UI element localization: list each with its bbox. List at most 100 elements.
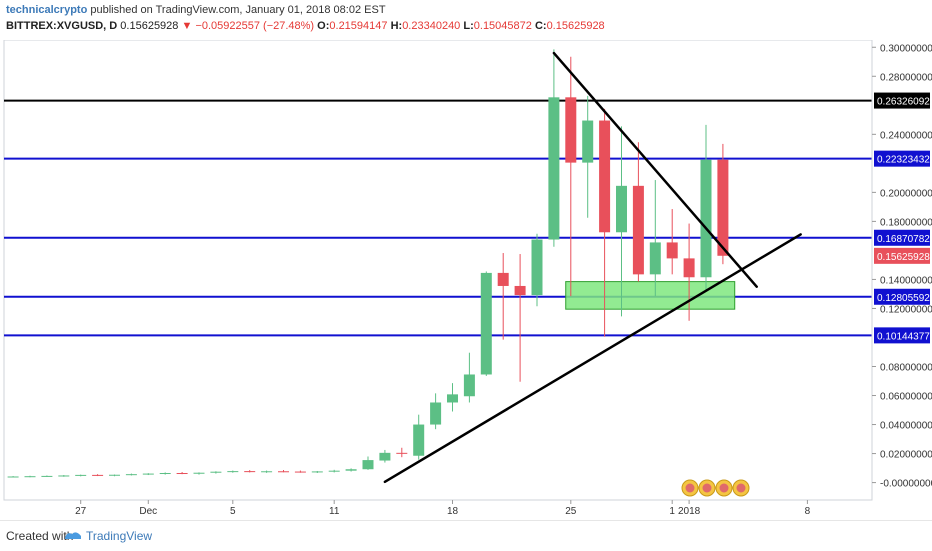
level-price-label: 0.10144377	[877, 331, 930, 342]
y-tick-label: 0.08000000	[880, 362, 932, 373]
close-value: 0.15625928	[546, 20, 605, 32]
candle-body	[193, 472, 205, 474]
candle-body	[531, 239, 543, 296]
candle-body	[582, 120, 594, 163]
flag-icon	[685, 483, 695, 493]
symbol-label: BITTREX:XVGUSD, D	[6, 20, 118, 32]
current-price: 0.15625928	[120, 20, 179, 32]
level-price-label: 0.22323432	[877, 155, 930, 166]
candle-body	[278, 471, 289, 473]
y-tick-label: 0.04000000	[880, 421, 932, 432]
y-tick-label: 0.02000000	[880, 450, 932, 461]
x-tick-label: 8	[805, 506, 811, 517]
candle-body	[142, 473, 154, 475]
level-price-label: 0.12805592	[877, 293, 930, 304]
x-tick-label: Dec	[139, 506, 157, 517]
candle-body	[58, 475, 70, 477]
x-tick-label: 1	[669, 506, 675, 517]
last-price-label: 0.15625928	[877, 252, 930, 263]
price-change: −0.05922557 (−27.48%)	[195, 20, 315, 32]
y-tick-label: 0.18000000	[880, 217, 932, 228]
trendlines	[383, 51, 802, 484]
candle-body	[75, 474, 87, 476]
y-axis: 0.30000000 0.28000000 0.24000000 0.20000000…	[871, 40, 932, 500]
chart-area[interactable]: 0.26326092 0.22323432 0.16870782 0.12805592…	[0, 39, 932, 520]
x-tick-label: 18	[447, 506, 459, 517]
candle-body	[480, 272, 492, 375]
published-info: published on TradingView.com, January 01…	[90, 4, 386, 16]
candle-body	[125, 474, 137, 476]
y-tick-label: 0.30000000	[880, 43, 932, 54]
y-tick-label: -0.00000000	[880, 479, 932, 490]
level-price-badge	[874, 92, 930, 109]
price-chart[interactable]: 0.26326092 0.22323432 0.16870782 0.12805592…	[0, 39, 932, 520]
event-badges[interactable]	[681, 479, 750, 497]
candle-body	[311, 471, 323, 473]
level-price-badge	[874, 327, 930, 344]
candle-body	[109, 474, 120, 476]
candle-body	[159, 473, 171, 475]
candle-body	[649, 242, 661, 275]
flag-icon	[736, 483, 746, 493]
candle-body	[362, 460, 374, 470]
high-label: H:	[390, 20, 403, 32]
candle-body	[244, 471, 256, 473]
candle-body	[345, 469, 357, 471]
support-zone	[565, 281, 736, 310]
candle-body	[227, 471, 239, 473]
down-arrow-icon: ▼	[181, 20, 193, 32]
candle-body	[413, 424, 425, 456]
candle-body	[41, 475, 53, 477]
tradingview-brand-link[interactable]: TradingView	[86, 529, 153, 543]
author-link[interactable]: technicalcrypto	[6, 4, 88, 16]
x-tick-label: 2018	[678, 506, 701, 517]
level-price-label: 0.26326092	[877, 97, 930, 108]
candles	[7, 49, 729, 478]
candle-body	[430, 402, 442, 425]
x-axis: 27 Dec 5 11 18 25 1 2018 8	[4, 499, 872, 517]
support-trendline	[383, 233, 802, 484]
x-tick-label: 25	[565, 506, 577, 517]
candle-body	[700, 159, 712, 278]
candle-body	[599, 120, 611, 233]
candle-body	[176, 473, 188, 475]
y-tick-label: 0.24000000	[880, 130, 932, 141]
low-value: 0.15045872	[473, 20, 532, 32]
flag-icon	[719, 483, 729, 493]
support-zone-box	[565, 281, 736, 310]
candle-body	[565, 97, 577, 163]
flag-icon	[702, 483, 712, 493]
candle-body	[210, 471, 222, 473]
footer-bar: Created with TradingView	[0, 520, 932, 551]
y-tick-label: 0.20000000	[880, 188, 932, 199]
y-tick-label: 0.28000000	[880, 72, 932, 83]
publish-line: technicalcrypto published on TradingView…	[6, 4, 386, 16]
resistance-trendline	[552, 51, 758, 288]
y-tick-label: 0.06000000	[880, 392, 932, 403]
candle-body	[463, 374, 475, 397]
candle-body	[261, 471, 273, 473]
low-label: L:	[463, 20, 474, 32]
high-value: 0.23340240	[402, 20, 461, 32]
candle-body	[717, 159, 729, 256]
tradingview-logo-icon	[65, 532, 81, 539]
open-value: 0.21594147	[329, 20, 388, 32]
candle-body	[447, 394, 458, 403]
candle-body	[616, 185, 627, 233]
close-label: C:	[534, 20, 547, 32]
candle-body	[548, 97, 560, 240]
y-tick-label: 0.14000000	[880, 275, 932, 286]
candle-body	[379, 452, 391, 461]
candle-body	[514, 285, 526, 296]
level-price-label: 0.16870782	[877, 234, 930, 245]
candle-body	[396, 452, 408, 454]
candle-body	[24, 476, 36, 478]
candle-body	[666, 242, 678, 259]
candle-body	[328, 470, 340, 472]
candle-body	[7, 476, 19, 478]
last-price-badge	[874, 247, 930, 264]
candle-body	[294, 471, 306, 473]
candle-body	[632, 185, 644, 275]
open-label: O:	[317, 20, 330, 32]
created-with-label: Created with	[6, 529, 74, 543]
